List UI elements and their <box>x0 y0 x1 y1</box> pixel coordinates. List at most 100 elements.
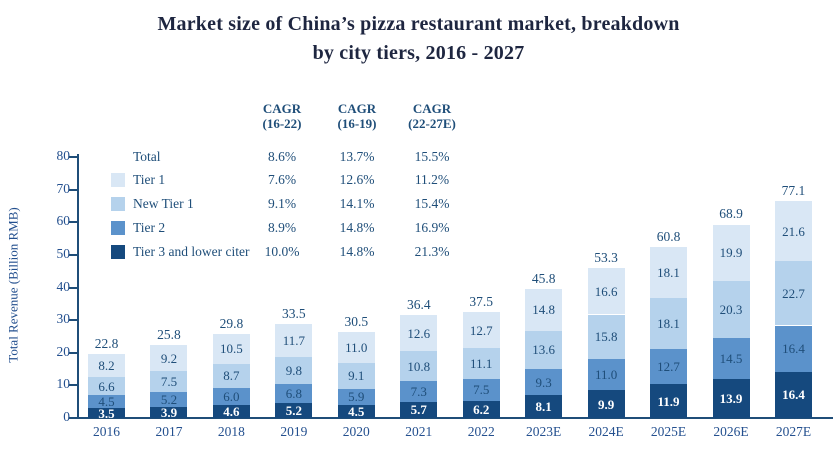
bar-segment-value: 12.6 <box>407 325 431 341</box>
bar-segment: 7.3 <box>400 381 438 402</box>
bar-segment-value: 16.4 <box>782 341 805 357</box>
bar-segment: 11.7 <box>275 323 313 357</box>
legend-swatch-tier3 <box>111 245 125 259</box>
legend-swatch-tier2 <box>111 221 125 235</box>
bar-segment-value: 16.4 <box>782 387 805 403</box>
bar-segment-value: 14.5 <box>719 350 743 366</box>
bar-segment-value: 8.1 <box>535 399 552 415</box>
bar-segment-value: 9.1 <box>348 368 365 384</box>
cagr-value: 7.6% <box>267 172 297 187</box>
bar-segment: 9.1 <box>337 363 375 389</box>
bar-total-label: 53.3 <box>594 249 618 265</box>
y-tick-label: 40 <box>56 278 71 294</box>
bar-segment: 16.4 <box>774 371 812 418</box>
bar-segment-value: 6.6 <box>98 378 115 394</box>
bar-segment: 18.1 <box>650 246 688 298</box>
bar-segment: 12.7 <box>462 312 500 349</box>
cagr-value: 21.3% <box>414 244 450 259</box>
x-axis-label: 2023E <box>526 424 562 439</box>
cagr-header-16-19: CAGR (16-19) <box>324 101 390 131</box>
bar-segment-value: 5.7 <box>410 402 427 418</box>
bar-segment: 21.6 <box>774 200 812 262</box>
x-axis-label: 2024E <box>588 424 624 439</box>
bar-total-label: 77.1 <box>781 182 806 198</box>
legend-label-new-tier1: New Tier 1 <box>133 196 194 211</box>
bar-segment-value: 9.8 <box>285 362 302 378</box>
bar-segment: 6.6 <box>88 376 125 396</box>
bar-segment-value: 13.9 <box>719 390 743 406</box>
legend-row-tier2: Tier 2 8.9% 14.8% 16.9% <box>0 220 520 238</box>
bar-total-label: 60.8 <box>656 228 681 244</box>
legend-swatch-new-tier1 <box>111 197 125 211</box>
cagr-header-22-27e: CAGR (22-27E) <box>399 101 465 131</box>
bar-segment-value: 9.9 <box>597 396 615 412</box>
cagr-header-range: (16-22) <box>262 116 302 131</box>
bar-segment: 9.3 <box>525 368 563 396</box>
bar-segment-value: 7.5 <box>160 374 178 390</box>
bar-segment: 7.5 <box>150 371 188 393</box>
bar-segment-value: 19.9 <box>719 245 743 261</box>
bar-segment-value: 9.3 <box>535 374 552 390</box>
bar-segment: 5.7 <box>400 401 438 418</box>
bar-segment-value: 8.2 <box>98 357 115 373</box>
bar-segment-value: 14.8 <box>532 302 556 318</box>
bar-segment: 15.8 <box>587 314 625 360</box>
bar-segment: 12.6 <box>400 315 438 351</box>
bar-segment-value: 15.8 <box>594 329 618 345</box>
bar-total-label: 29.8 <box>219 315 244 331</box>
y-tick-label: 60 <box>56 213 71 229</box>
bar-segment: 6.2 <box>462 400 500 418</box>
y-tick-mark <box>69 319 77 322</box>
y-axis-line <box>77 154 79 419</box>
bar-segment: 4.5 <box>88 395 125 408</box>
bar-segment: 5.2 <box>275 403 313 419</box>
cagr-value: 11.2% <box>414 172 450 187</box>
y-tick-mark <box>69 417 77 419</box>
cagr-value: 12.6% <box>339 172 375 187</box>
y-tick-label: 20 <box>56 343 71 359</box>
bar-segment-value: 9.2 <box>160 350 178 366</box>
bar-segment-value: 20.3 <box>719 301 743 317</box>
bar-segment: 13.6 <box>525 330 563 369</box>
bar-segment: 16.4 <box>774 325 812 372</box>
bar-segment-value: 5.2 <box>160 392 178 408</box>
legend-row-total: Total 8.6% 13.7% 15.5% <box>0 149 520 167</box>
legend-row-tier1: Tier 1 7.6% 12.6% 11.2% <box>0 172 520 190</box>
bar-segment: 5.2 <box>150 392 188 408</box>
bar-segment: 3.9 <box>150 406 188 419</box>
x-axis-label: 2017 <box>155 424 183 439</box>
y-tick-label: 30 <box>56 311 71 327</box>
bar-segment-value: 5.9 <box>348 389 365 405</box>
legend-label-tier3: Tier 3 and lower citer <box>133 244 250 259</box>
bar-total-label: 45.8 <box>531 270 556 286</box>
cagr-value: 14.8% <box>339 220 375 235</box>
chart-title-line2: by city tiers, 2016 - 2027 <box>312 42 525 64</box>
cagr-header-word: CAGR <box>337 101 377 116</box>
bar-segment-value: 4.6 <box>223 404 240 419</box>
cagr-value: 14.1% <box>339 196 375 211</box>
bar-segment-value: 11.7 <box>282 332 305 348</box>
bar-segment: 12.7 <box>650 348 688 385</box>
bar-total-label: 30.5 <box>344 313 369 329</box>
y-tick-mark <box>69 156 77 159</box>
bar-segment-value: 10.5 <box>220 341 243 357</box>
bar-segment: 16.6 <box>587 267 625 315</box>
x-axis-line <box>77 417 833 419</box>
bar-segment-value: 5.2 <box>285 403 302 419</box>
y-tick-mark <box>69 188 77 191</box>
x-axis-label: 2027E <box>775 424 812 439</box>
bar-segment: 6.0 <box>212 388 250 405</box>
x-axis-label: 2021 <box>405 424 433 439</box>
legend-label-total: Total <box>133 149 161 164</box>
bar-segment: 14.5 <box>712 337 750 379</box>
bar-segment-value: 6.8 <box>285 386 302 402</box>
bar-segment-value: 21.6 <box>782 223 805 239</box>
y-tick-label: 0 <box>63 409 70 424</box>
bar-segment: 18.1 <box>650 297 688 349</box>
bar-segment: 10.8 <box>400 350 438 382</box>
chart-title: Market size of China’s pizza restaurant … <box>0 10 837 68</box>
x-axis-label: 2016 <box>93 424 120 439</box>
x-axis-label: 2018 <box>217 424 245 439</box>
bar-segment-value: 10.8 <box>407 358 431 374</box>
